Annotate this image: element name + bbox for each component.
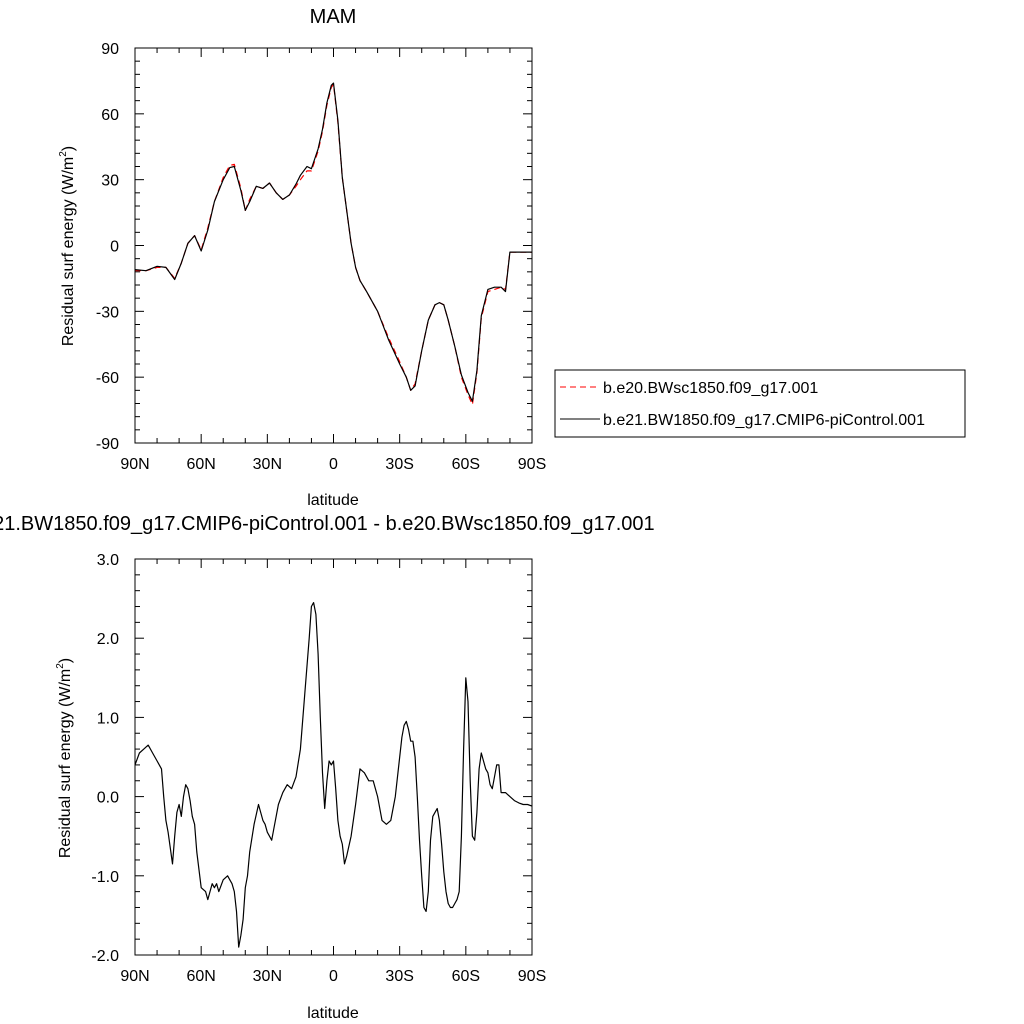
top-xtick-label: 30S — [385, 456, 413, 473]
bottom-series — [134, 601, 533, 948]
bottom-xtick-label: 0 — [329, 968, 338, 985]
bottom-xtick-label: 90N — [120, 968, 149, 985]
top-xtick-label: 90N — [120, 456, 149, 473]
top-xlabel: latitude — [307, 492, 359, 509]
top-ylabel: Residual surf energy (W/m2) — [58, 146, 77, 346]
legend-box — [554, 369, 966, 438]
top-ytick-label: 0 — [110, 239, 119, 256]
bottom-ylabel: Residual surf energy (W/m2) — [55, 658, 74, 858]
top-ytick-label: -30 — [96, 304, 119, 321]
top-series-line-1 — [135, 83, 532, 406]
bottom-ytick-label: -2.0 — [91, 948, 119, 965]
top-series-line-2 — [134, 82, 532, 402]
top-ytick-label: 30 — [101, 173, 119, 190]
top-ticks: 90N 60N 30N 0 30S 60S 90S 90 60 30 0 -30 -60 -90 — [96, 41, 546, 473]
top-series — [134, 82, 532, 406]
top-plot-frame — [134, 47, 533, 444]
bottom-xlabel: latitude — [307, 1005, 359, 1022]
bottom-ytick-label: 0.0 — [97, 790, 119, 807]
bottom-series-line-1 — [134, 601, 533, 948]
top-ytick-label: 60 — [101, 107, 119, 124]
bottom-xtick-label: 30N — [253, 968, 282, 985]
top-xtick-label: 0 — [329, 456, 338, 473]
legend-label-1: b.e20.BWsc1850.f09_g17.001 — [603, 380, 818, 397]
bottom-panel: b.e21.BW1850.f09_g17.CMIP6-piControl.001… — [0, 513, 655, 1022]
bottom-ylabel-text: Residual surf energy (W/m2) — [55, 658, 74, 858]
bottom-xtick-label: 30S — [385, 968, 413, 985]
bottom-ytick-label: -1.0 — [91, 869, 119, 886]
legend: b.e20.BWsc1850.f09_g17.001 b.e21.BW1850.… — [554, 369, 966, 438]
top-xtick-label: 60S — [452, 456, 480, 473]
top-ylabel-text: Residual surf energy (W/m2) — [58, 146, 77, 346]
bottom-xtick-label: 60S — [452, 968, 480, 985]
bottom-xtick-label: 60N — [186, 968, 215, 985]
top-panel: MAM Residual surf energy (W/m2) 90N 60N 30… — [58, 6, 966, 509]
bottom-ytick-label: 2.0 — [97, 631, 119, 648]
top-ytick-label: -90 — [96, 436, 119, 453]
bottom-ticks: 90N 60N 30N 0 30S 60S 90S 3.0 2.0 1.0 0.0 -1.0 -2.0 — [91, 552, 546, 985]
top-xtick-label: 30N — [253, 456, 282, 473]
bottom-panel-title: b.e21.BW1850.f09_g17.CMIP6-piControl.001… — [0, 513, 655, 535]
top-panel-title: MAM — [310, 6, 357, 28]
bottom-ytick-label: 3.0 — [97, 552, 119, 569]
top-xtick-label: 90S — [518, 456, 546, 473]
top-ytick-label: 90 — [101, 41, 119, 58]
legend-label-2: b.e21.BW1850.f09_g17.CMIP6-piControl.001 — [603, 412, 925, 429]
top-ytick-label: -60 — [96, 370, 119, 387]
top-xtick-label: 60N — [186, 456, 215, 473]
bottom-xtick-label: 90S — [518, 968, 546, 985]
bottom-plot-frame — [134, 558, 533, 956]
bottom-ytick-label: 1.0 — [97, 710, 119, 727]
